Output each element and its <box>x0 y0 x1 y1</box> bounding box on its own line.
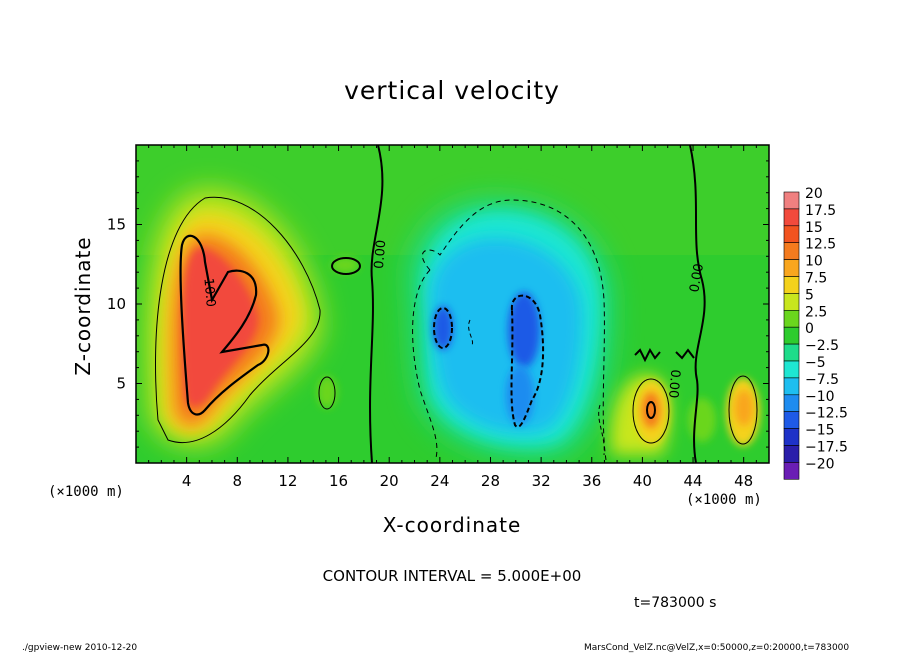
x-tick-label: 12 <box>278 472 297 490</box>
y-tick-label: 5 <box>116 375 126 393</box>
colorbar-label: −20 <box>805 456 835 472</box>
colorbar-swatch <box>783 343 800 362</box>
colorbar-label: −7.5 <box>805 372 839 388</box>
colorbar-swatch <box>783 462 800 480</box>
x-tick-label: 4 <box>182 472 192 490</box>
colorbar-swatch <box>783 293 800 311</box>
colorbar-label: −5 <box>805 355 826 371</box>
colorbar-swatch <box>783 360 800 379</box>
contour-lines <box>155 145 758 463</box>
colorbar-label: −17.5 <box>805 440 848 456</box>
y-tick-label: 15 <box>107 216 126 234</box>
contour-label: 0.00 <box>665 369 682 399</box>
colorbar-label: −15 <box>805 423 835 439</box>
colorbar-label: 7.5 <box>805 271 827 287</box>
colorbar-swatch <box>783 191 800 210</box>
x-tick-label: 36 <box>582 472 601 490</box>
colorbar-swatch <box>783 242 800 260</box>
colorbar-swatch <box>783 309 800 328</box>
colorbar: 2017.51512.5107.552.50−2.5−5−7.5−10−12.5… <box>783 186 848 480</box>
footer-left: ./gpview-new 2010-12-20 <box>22 643 138 653</box>
colorbar-swatch <box>783 411 800 429</box>
x-tick-label: 48 <box>734 472 753 490</box>
contour-label: 0.00 <box>687 262 707 293</box>
colorbar-swatch <box>783 208 800 227</box>
contour-interval: CONTOUR INTERVAL = 5.000E+00 <box>322 567 582 585</box>
colorbar-label: 0 <box>805 321 814 337</box>
y-tick-label: 10 <box>107 295 126 313</box>
x-tick-label: 20 <box>380 472 399 490</box>
x-tick-label: 24 <box>430 472 449 490</box>
y-unit-note: (×1000 m) <box>48 484 124 500</box>
colorbar-label: 15 <box>805 220 823 236</box>
heatmap-field <box>136 145 769 463</box>
chart-title: vertical velocity <box>344 76 560 105</box>
colorbar-label: 5 <box>805 287 814 303</box>
x-tick-label: 8 <box>233 472 243 490</box>
colorbar-label: 20 <box>805 186 823 202</box>
colorbar-swatch <box>783 377 800 396</box>
colorbar-swatch <box>783 225 800 244</box>
x-unit-note: (×1000 m) <box>686 492 762 508</box>
colorbar-swatch <box>783 276 800 294</box>
x-tick-label: 16 <box>329 472 348 490</box>
colorbar-label: −12.5 <box>805 406 848 422</box>
colorbar-label: 17.5 <box>805 203 836 219</box>
footer-right: MarsCond_VelZ.nc@VelZ,x=0:50000,z=0:2000… <box>584 643 850 653</box>
x-tick-label: 40 <box>633 472 652 490</box>
contour-label: 10.0 <box>200 277 217 307</box>
colorbar-swatch <box>783 394 800 412</box>
y-axis-label: Z-coordinate <box>71 236 95 376</box>
contour-label: 0.00 <box>372 239 389 269</box>
colorbar-label: 12.5 <box>805 237 836 253</box>
colorbar-label: 10 <box>805 254 823 270</box>
colorbar-swatch <box>783 326 800 345</box>
colorbar-label: −10 <box>805 389 835 405</box>
colorbar-swatch <box>783 259 800 277</box>
x-axis-label: X-coordinate <box>382 513 522 537</box>
time-label: t=783000 s <box>634 595 717 611</box>
contour-label-layer: 10.0 0.00 0.00 0.00 <box>200 239 707 399</box>
colorbar-label: −2.5 <box>805 338 839 354</box>
x-tick-label: 28 <box>481 472 500 490</box>
colorbar-swatch <box>783 428 800 446</box>
x-tick-label: 44 <box>683 472 702 490</box>
x-tick-label: 32 <box>532 472 551 490</box>
colorbar-label: 2.5 <box>805 304 827 320</box>
colorbar-swatch <box>783 445 800 463</box>
